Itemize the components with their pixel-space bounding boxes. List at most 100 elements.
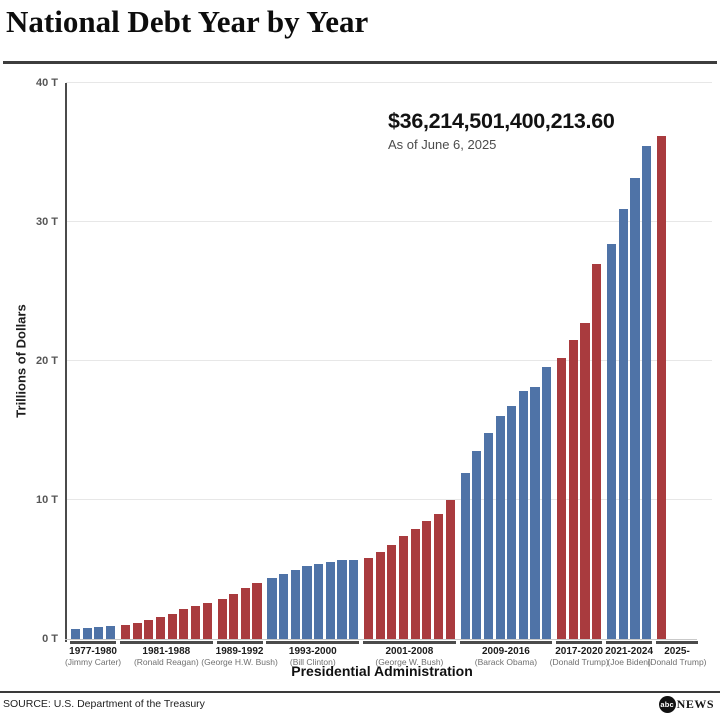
gridline-30t — [66, 221, 712, 222]
bar-2025 — [657, 135, 667, 639]
bar-1984 — [155, 617, 166, 639]
group-label-years-2021-2024: 2021-2024 — [605, 646, 654, 657]
bar-2006 — [422, 520, 432, 639]
bar-1988 — [202, 602, 212, 639]
ytick-20t: 20 T — [35, 355, 58, 367]
bar-1990 — [229, 594, 239, 639]
y-axis-line — [65, 83, 67, 642]
bar-2015 — [530, 386, 540, 639]
bar-2013 — [507, 406, 517, 639]
group-label-years-1981-1988: 1981-1988 — [142, 646, 191, 657]
group-label-years-1993-2000: 1993-2000 — [288, 646, 337, 657]
bar-1982 — [132, 623, 142, 639]
debt-as-of-date: As of June 6, 2025 — [388, 137, 497, 152]
bar-2018 — [568, 339, 578, 639]
group-label-president-2001-2008: (George W. Bush) — [375, 657, 444, 667]
bar-2009 — [460, 473, 470, 639]
abc-logo-icon: abc — [658, 696, 676, 713]
gridline-20t — [66, 360, 712, 361]
gridline-10t — [66, 499, 712, 500]
group-label-years-2001-2008: 2001-2008 — [385, 646, 434, 657]
bar-1987 — [190, 606, 201, 639]
bar-1977 — [71, 629, 81, 639]
bar-2001 — [364, 558, 374, 639]
bar-2016 — [542, 366, 552, 639]
bar-2008 — [445, 499, 455, 639]
group-label-president-1977-1980: (Jimmy Carter) — [64, 657, 122, 667]
bar-1991 — [240, 587, 250, 639]
bar-2024 — [642, 146, 652, 639]
bar-2007 — [433, 513, 444, 639]
group-label-president-2025-: (Donald Trump) — [647, 657, 707, 667]
group-label-president-1993-2000: (Bill Clinton) — [289, 657, 336, 667]
bar-1979 — [94, 627, 104, 639]
bar-1997 — [314, 563, 324, 639]
ytick-40t: 40 T — [35, 77, 58, 89]
group-label-years-1989-1992: 1989-1992 — [215, 646, 264, 657]
group-underline-2009-2016 — [459, 641, 553, 644]
page-title: National Debt Year by Year — [6, 4, 369, 39]
group-label-president-2021-2024: (Joe Biden) — [607, 657, 651, 667]
group-label-years-2009-2016: 2009-2016 — [482, 646, 530, 657]
group-label-years-2025-: 2025- — [664, 646, 690, 657]
bar-1998 — [325, 562, 335, 639]
ytick-30t: 30 T — [35, 216, 58, 228]
footer-divider — [0, 691, 720, 693]
bar-1986 — [179, 609, 189, 639]
bar-1996 — [302, 566, 312, 639]
title-divider — [3, 61, 717, 64]
group-underline-1981-1988 — [119, 641, 213, 644]
bar-2021 — [607, 243, 617, 639]
bar-2004 — [398, 536, 409, 639]
bar-2005 — [410, 528, 420, 639]
x-axis-baseline — [65, 639, 697, 640]
group-label-president-1981-1988: (Ronald Reagan) — [133, 657, 199, 667]
group-underline-1993-2000 — [266, 641, 360, 644]
bar-1978 — [82, 628, 92, 639]
bar-2010 — [472, 450, 482, 639]
group-label-president-2009-2016: (Barack Obama) — [474, 657, 538, 667]
group-underline-1989-1992 — [216, 641, 263, 644]
bar-1980 — [105, 626, 116, 639]
source-credit: SOURCE: U.S. Department of the Treasury — [3, 698, 205, 710]
bar-1995 — [290, 569, 300, 639]
debt-callout: $36,214,501,400,213.60 As of June 6, 202… — [388, 109, 668, 152]
group-label-president-2017-2020: (Donald Trump) — [549, 657, 609, 667]
bar-2022 — [618, 209, 628, 639]
group-underline-2021-2024 — [606, 641, 653, 644]
group-label-president-1989-1992: (George H.W. Bush) — [201, 657, 278, 667]
bar-2002 — [375, 552, 385, 639]
bar-2003 — [387, 544, 397, 639]
ytick-0t: 0 T — [42, 633, 58, 645]
bar-1992 — [252, 582, 262, 639]
bar-1981 — [120, 625, 131, 639]
group-underline-2001-2008 — [363, 641, 456, 644]
bar-2023 — [630, 177, 640, 639]
gridline-40t — [66, 82, 712, 83]
bar-1983 — [144, 619, 154, 639]
group-underline-2017-2020 — [556, 641, 603, 644]
bar-2020 — [592, 264, 602, 639]
abc-news-logo: abc NEWS — [658, 696, 714, 713]
bar-1989 — [217, 599, 227, 639]
x-axis-title: Presidential Administration — [291, 663, 473, 679]
group-underline-2025- — [656, 641, 698, 644]
ytick-10t: 10 T — [35, 494, 58, 506]
bar-2017 — [557, 357, 567, 639]
bar-2012 — [495, 415, 505, 639]
bar-2019 — [580, 323, 590, 639]
abc-logo-text: NEWS — [676, 697, 714, 711]
group-underline-1977-1980 — [70, 641, 117, 644]
bar-2011 — [483, 433, 494, 639]
bar-1985 — [167, 613, 177, 639]
bar-2000 — [349, 560, 359, 639]
debt-amount: $36,214,501,400,213.60 — [388, 109, 615, 133]
bar-1994 — [279, 573, 289, 639]
bar-2014 — [518, 391, 528, 639]
group-label-years-2017-2020: 2017-2020 — [555, 646, 604, 657]
group-label-years-1977-1980: 1977-1980 — [69, 646, 117, 657]
bar-1999 — [337, 560, 347, 639]
bar-1993 — [267, 577, 277, 639]
